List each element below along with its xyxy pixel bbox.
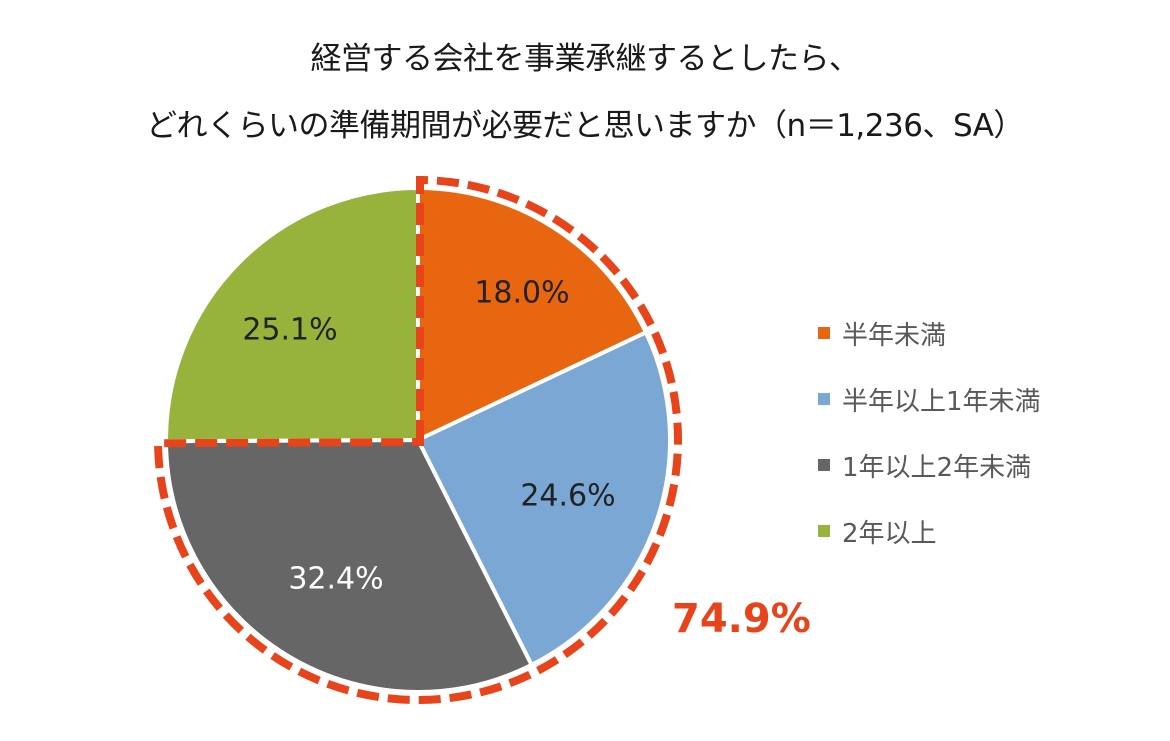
legend-label: 半年未満 bbox=[842, 320, 947, 351]
pie-slice bbox=[416, 185, 649, 444]
legend-swatch-icon bbox=[818, 459, 830, 471]
pie-slice bbox=[163, 437, 535, 694]
legend-item: 2年以上 bbox=[818, 498, 1041, 564]
legend-swatch-icon bbox=[818, 525, 830, 537]
chart-title-line-2: どれくらいの準備期間が必要だと思いますか（n＝1,236、SA） bbox=[146, 108, 1024, 144]
slice-label-over-2-years: 25.1% bbox=[242, 312, 338, 348]
legend-item: 半年以上1年未満 bbox=[818, 366, 1041, 432]
pie-slice bbox=[415, 329, 672, 668]
legend-item: 1年以上2年未満 bbox=[818, 432, 1041, 498]
legend-label: 2年以上 bbox=[842, 518, 937, 549]
chart-title-line-1: 経営する会社を事業承継するとしたら、 bbox=[310, 41, 861, 77]
legend-swatch-icon bbox=[818, 327, 830, 339]
legend: 半年未満 半年以上1年未満 1年以上2年未満 2年以上 bbox=[818, 300, 1041, 564]
highlight-total-annotation: 74.9% bbox=[672, 596, 811, 642]
slice-label-1-to-2-years: 32.4% bbox=[288, 561, 384, 597]
pie-slice bbox=[164, 185, 420, 444]
legend-label: 1年以上2年未満 bbox=[842, 452, 1032, 483]
highlight-dashed-outline bbox=[153, 175, 682, 704]
slice-label-under-half-year: 18.0% bbox=[474, 275, 570, 311]
legend-item: 半年未満 bbox=[818, 300, 1041, 366]
legend-swatch-icon bbox=[818, 393, 830, 405]
legend-label: 半年以上1年未満 bbox=[842, 386, 1041, 417]
slice-label-half-to-1-year: 24.6% bbox=[520, 478, 616, 514]
